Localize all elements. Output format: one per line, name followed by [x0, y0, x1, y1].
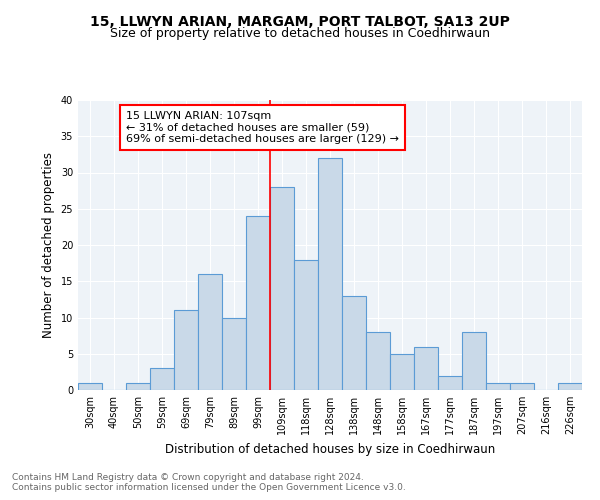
Text: 15 LLWYN ARIAN: 107sqm
← 31% of detached houses are smaller (59)
69% of semi-det: 15 LLWYN ARIAN: 107sqm ← 31% of detached…	[126, 111, 399, 144]
Bar	[150, 368, 174, 390]
Bar	[342, 296, 366, 390]
Text: Distribution of detached houses by size in Coedhirwaun: Distribution of detached houses by size …	[165, 442, 495, 456]
Bar	[294, 260, 318, 390]
Bar	[366, 332, 390, 390]
Y-axis label: Number of detached properties: Number of detached properties	[42, 152, 55, 338]
Bar	[246, 216, 270, 390]
Text: 15, LLWYN ARIAN, MARGAM, PORT TALBOT, SA13 2UP: 15, LLWYN ARIAN, MARGAM, PORT TALBOT, SA…	[90, 15, 510, 29]
Bar	[270, 187, 294, 390]
Bar	[198, 274, 222, 390]
Bar	[222, 318, 246, 390]
Bar	[174, 310, 198, 390]
Bar	[126, 383, 150, 390]
Text: Size of property relative to detached houses in Coedhirwaun: Size of property relative to detached ho…	[110, 28, 490, 40]
Bar	[462, 332, 486, 390]
Bar	[558, 383, 582, 390]
Bar	[78, 383, 102, 390]
Text: Contains public sector information licensed under the Open Government Licence v3: Contains public sector information licen…	[12, 482, 406, 492]
Bar	[390, 354, 414, 390]
Bar	[486, 383, 510, 390]
Bar	[414, 346, 438, 390]
Text: Contains HM Land Registry data © Crown copyright and database right 2024.: Contains HM Land Registry data © Crown c…	[12, 472, 364, 482]
Bar	[438, 376, 462, 390]
Bar	[510, 383, 534, 390]
Bar	[318, 158, 342, 390]
